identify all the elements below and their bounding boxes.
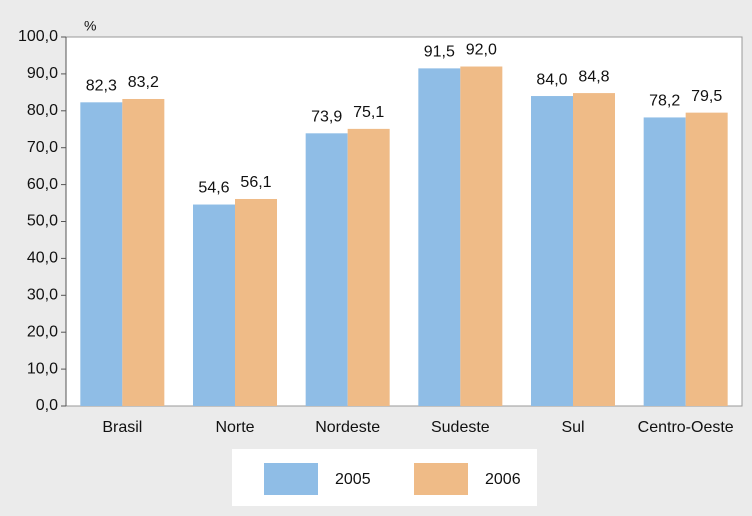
legend-swatch xyxy=(414,463,468,495)
data-label: 91,5 xyxy=(424,44,455,61)
x-tick-label: Norte xyxy=(215,419,254,436)
y-tick-label: 60,0 xyxy=(27,176,58,193)
data-label: 78,2 xyxy=(649,93,680,110)
bar xyxy=(347,128,390,407)
bar xyxy=(573,93,615,406)
y-tick-label: 30,0 xyxy=(27,287,58,304)
y-axis-label: % xyxy=(84,18,96,34)
x-tick-label: Nordeste xyxy=(315,419,380,436)
y-tick-label: 50,0 xyxy=(27,213,58,230)
y-tick-label: 20,0 xyxy=(27,323,58,340)
legend-label: 2005 xyxy=(335,471,371,488)
bar xyxy=(193,204,235,406)
bar xyxy=(122,98,165,406)
data-label: 92,0 xyxy=(466,42,497,59)
y-tick-label: 80,0 xyxy=(27,102,58,119)
data-label: 84,8 xyxy=(578,68,609,85)
data-label: 83,2 xyxy=(128,74,159,91)
y-tick-label: 100,0 xyxy=(18,28,58,45)
x-tick-label: Centro-Oeste xyxy=(638,419,734,436)
data-label: 84,0 xyxy=(536,71,567,88)
x-tick-label: Sudeste xyxy=(431,419,490,436)
y-tick-label: 40,0 xyxy=(27,250,58,267)
bar xyxy=(643,117,686,406)
data-label: 79,5 xyxy=(691,88,722,105)
plot-area xyxy=(65,36,743,407)
data-label: 82,3 xyxy=(86,78,117,95)
bar xyxy=(418,68,461,407)
y-tick-label: 70,0 xyxy=(27,139,58,156)
data-label: 56,1 xyxy=(240,174,271,191)
legend-label: 2006 xyxy=(485,471,521,488)
bar xyxy=(235,198,277,406)
bar xyxy=(460,66,503,407)
bar xyxy=(305,133,348,406)
bar xyxy=(685,112,728,407)
y-tick-label: 90,0 xyxy=(27,65,58,82)
x-tick-label: Sul xyxy=(561,419,584,436)
data-label: 54,6 xyxy=(198,180,229,197)
y-tick-label: 0,0 xyxy=(36,397,58,414)
data-label: 73,9 xyxy=(311,109,342,126)
y-tick-label: 10,0 xyxy=(27,360,58,377)
data-label: 75,1 xyxy=(353,104,384,121)
bar xyxy=(531,96,573,406)
bar xyxy=(80,102,123,407)
legend-swatch xyxy=(264,463,318,495)
x-tick-label: Brasil xyxy=(102,419,142,436)
